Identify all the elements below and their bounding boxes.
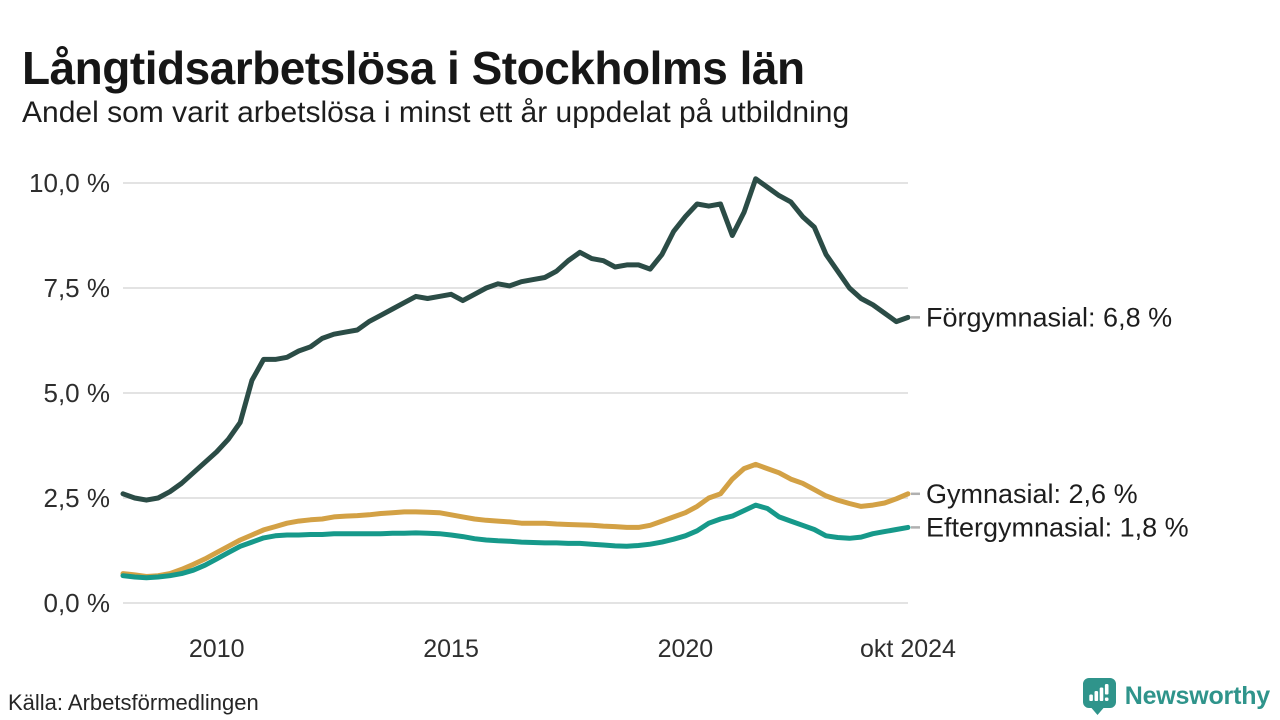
y-tick-label: 2,5 % [44, 483, 111, 513]
x-tick-label: 2010 [189, 635, 245, 663]
y-tick-label: 0,0 % [44, 588, 111, 618]
newsworthy-bar-chart-bubble-icon [1082, 678, 1116, 715]
page-title: Långtidsarbetslösa i Stockholms län [22, 41, 805, 94]
y-tick-label: 7,5 % [44, 273, 111, 303]
series-end-label-eftergymnasial: Eftergymnasial: 1,8 % [926, 512, 1189, 542]
series-line-eftergymnasial [120, 502, 911, 581]
newsworthy-logo: Newsworthy [1082, 678, 1270, 715]
y-tick-label: 5,0 % [44, 378, 111, 408]
chart-subtitle: Andel som varit arbetslösa i minst ett å… [22, 96, 850, 129]
series-end-label-forgymnasial: Förgymnasial: 6,8 % [926, 302, 1172, 332]
y-tick-label: 10,0 % [29, 168, 110, 198]
series-line-forgymnasial [120, 176, 911, 503]
x-tick-label: okt 2024 [860, 635, 956, 663]
x-tick-label: 2015 [423, 635, 479, 663]
series-line-gymnasial [120, 461, 911, 579]
source-note: Källa: Arbetsförmedlingen [8, 690, 259, 715]
newsworthy-wordmark: Newsworthy [1124, 682, 1270, 710]
series-end-label-gymnasial: Gymnasial: 2,6 % [926, 479, 1138, 509]
x-tick-label: 2020 [658, 635, 714, 663]
